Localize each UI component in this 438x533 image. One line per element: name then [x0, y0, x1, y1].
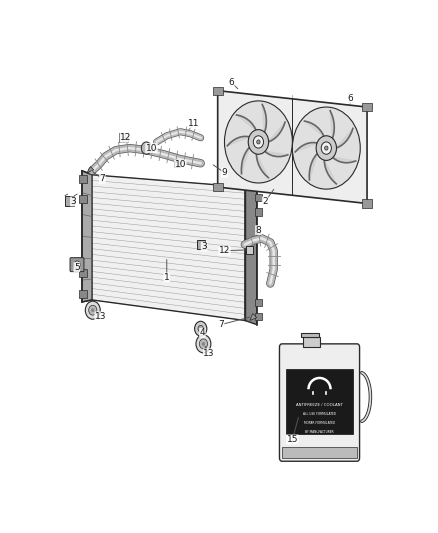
Circle shape [325, 146, 328, 150]
Text: MOPAR FORMULATED: MOPAR FORMULATED [304, 421, 335, 425]
Bar [197, 240, 205, 249]
Circle shape [198, 325, 203, 332]
Circle shape [85, 301, 100, 319]
Bar [78, 175, 87, 183]
Bar [246, 246, 253, 254]
Bar [78, 269, 87, 277]
Text: 4: 4 [200, 328, 205, 337]
Text: 9: 9 [222, 168, 227, 177]
Bar [173, 161, 180, 167]
Bar [255, 208, 262, 216]
Circle shape [257, 140, 260, 144]
Bar [255, 298, 262, 306]
Text: ANTIFREEZE / COOLANT: ANTIFREEZE / COOLANT [296, 403, 343, 407]
Polygon shape [304, 121, 324, 137]
Polygon shape [256, 153, 268, 177]
Text: 8: 8 [255, 225, 261, 235]
Bar [286, 369, 353, 433]
Text: 7: 7 [99, 174, 105, 183]
FancyBboxPatch shape [279, 344, 360, 461]
Text: 15: 15 [286, 435, 298, 444]
Text: 7: 7 [218, 320, 224, 329]
Bar [65, 196, 74, 206]
Circle shape [199, 339, 208, 349]
Text: 13: 13 [95, 312, 106, 321]
Bar [212, 86, 223, 95]
Text: 10: 10 [175, 160, 186, 169]
Bar [282, 447, 357, 458]
Text: 6: 6 [347, 94, 353, 103]
Polygon shape [262, 104, 266, 133]
Circle shape [316, 136, 336, 160]
Bar [301, 333, 319, 337]
Polygon shape [237, 115, 256, 131]
Circle shape [202, 342, 205, 346]
Circle shape [253, 136, 264, 148]
Polygon shape [245, 187, 257, 325]
Bar [255, 194, 262, 201]
Circle shape [293, 107, 360, 189]
Polygon shape [87, 166, 94, 173]
Polygon shape [82, 171, 92, 302]
Bar [212, 183, 223, 191]
Bar [362, 103, 372, 111]
Circle shape [196, 335, 211, 353]
Circle shape [141, 142, 152, 154]
Circle shape [321, 142, 332, 154]
Polygon shape [295, 143, 318, 152]
Polygon shape [265, 151, 288, 157]
Bar [303, 337, 320, 347]
Text: 6: 6 [228, 78, 234, 87]
Polygon shape [250, 313, 257, 320]
Polygon shape [92, 175, 245, 320]
Polygon shape [324, 159, 336, 184]
Circle shape [74, 261, 80, 268]
Bar [78, 195, 87, 204]
Bar [119, 133, 128, 142]
Text: 12: 12 [120, 133, 132, 142]
Text: 11: 11 [188, 119, 200, 128]
Text: 13: 13 [203, 349, 215, 358]
Text: 5: 5 [74, 263, 80, 272]
Circle shape [248, 130, 268, 154]
Text: 1: 1 [164, 273, 170, 282]
Text: 3: 3 [201, 242, 207, 251]
Circle shape [224, 101, 292, 183]
Text: 12: 12 [219, 246, 230, 255]
Polygon shape [241, 147, 250, 174]
Polygon shape [336, 128, 353, 148]
Polygon shape [332, 157, 356, 163]
Circle shape [194, 321, 207, 336]
Circle shape [88, 305, 97, 315]
Text: 10: 10 [146, 143, 157, 152]
Polygon shape [330, 111, 334, 139]
Text: 3: 3 [71, 197, 76, 206]
Bar [362, 199, 372, 207]
Polygon shape [218, 91, 367, 204]
FancyBboxPatch shape [70, 257, 84, 272]
Polygon shape [309, 153, 318, 180]
Text: ALL USE FORMULATED: ALL USE FORMULATED [303, 412, 336, 416]
Bar [78, 290, 87, 298]
Text: 2: 2 [262, 197, 268, 206]
Polygon shape [227, 136, 250, 146]
Circle shape [91, 308, 95, 312]
Text: BY MANUFACTURER: BY MANUFACTURER [305, 430, 334, 434]
Polygon shape [268, 122, 285, 142]
Bar [255, 313, 262, 320]
